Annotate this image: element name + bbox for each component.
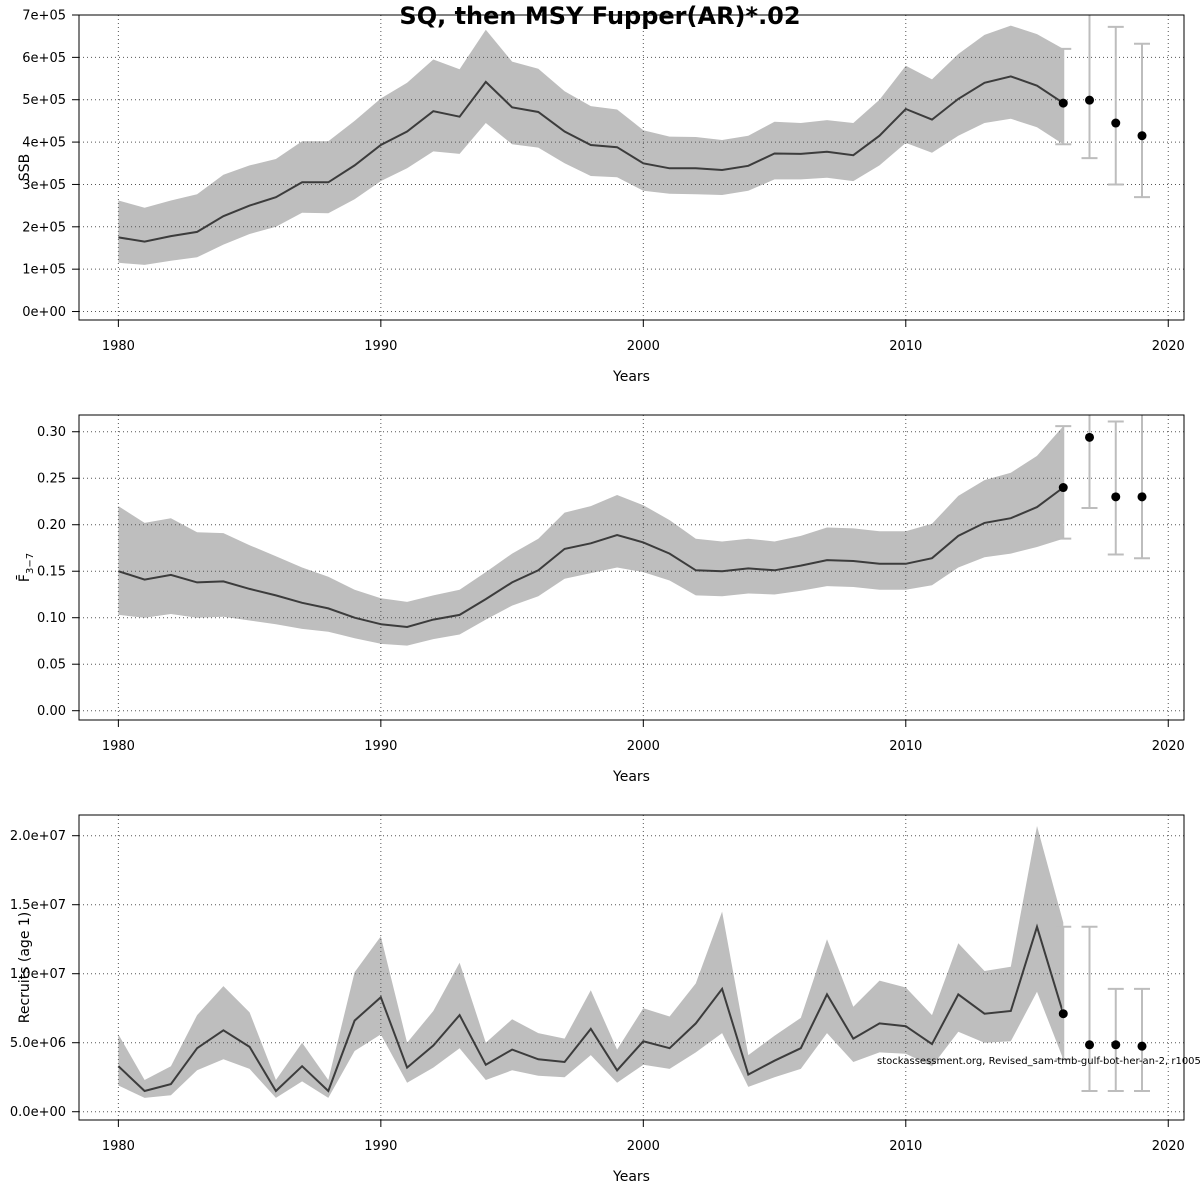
y-tick-label: 2e+05	[22, 220, 66, 235]
x-tick-label: 2010	[889, 1139, 922, 1154]
y-tick-label: 2.0e+07	[10, 829, 66, 844]
ssb-forecast-point	[1058, 98, 1068, 108]
recruits-forecast-point	[1058, 1009, 1068, 1019]
y-tick-label: 5.0e+06	[10, 1036, 66, 1051]
y-axis-label-subscript: 3−7	[25, 553, 36, 574]
x-tick-label: 1980	[102, 1139, 135, 1154]
y-tick-label: 0.10	[37, 611, 66, 626]
recruits-estimate-line	[117, 923, 1065, 1093]
x-tick-label: 1990	[364, 339, 397, 354]
x-tick-label: 2020	[1152, 739, 1185, 754]
x-axis-label: Years	[612, 1169, 650, 1185]
x-tick-label: 2000	[627, 1139, 660, 1154]
fbar-forecast-point	[1111, 492, 1121, 502]
y-tick-label: 1.5e+07	[10, 898, 66, 913]
ssb-plot-frame	[78, 14, 1185, 321]
y-tick-label: 0.25	[37, 472, 66, 487]
recruits-forecast-point	[1137, 1041, 1147, 1051]
recruits-forecast-point	[1111, 1040, 1121, 1050]
x-tick-label: 1990	[364, 1139, 397, 1154]
fbar-forecast-point	[1058, 483, 1068, 493]
x-tick-label: 2010	[889, 739, 922, 754]
fbar-forecast-point	[1085, 432, 1095, 442]
y-tick-label: 0.05	[37, 658, 66, 673]
y-tick-label: 5e+05	[22, 93, 66, 108]
y-tick-label: 0.15	[37, 565, 66, 580]
x-axis-label: Years	[612, 369, 650, 385]
fbar-confidence-band	[118, 426, 1064, 646]
x-tick-label: 2000	[627, 339, 660, 354]
x-tick-label: 2010	[889, 339, 922, 354]
fbar-estimate-line	[118, 486, 1064, 629]
y-tick-label: 6e+05	[22, 51, 66, 66]
ssb-forecast-point	[1111, 118, 1121, 128]
chart-title: SQ, then MSY Fupper(AR)*.02	[399, 2, 800, 30]
recruits-plot-frame	[78, 814, 1185, 1121]
ssb-forecast-point	[1085, 95, 1095, 105]
y-tick-label: 1.0e+07	[10, 967, 66, 982]
y-tick-label: 0e+00	[22, 305, 66, 320]
x-tick-label: 2020	[1152, 1139, 1185, 1154]
footnote: stockassessment.org, Revised_sam-tmb-gul…	[877, 1056, 1200, 1067]
panel-fbar: 1980 1990 2000 2010 2020 0.00 0.05 0.10 0.15 0.20…	[15, 414, 1185, 785]
y-axis-label: F̄3−7	[15, 553, 36, 582]
y-tick-label: 0.00	[37, 704, 66, 719]
y-tick-label: 0.0e+00	[10, 1105, 66, 1120]
y-tick-label: 1e+05	[22, 263, 66, 278]
panel-ssb: 1980 1990 2000 2010 2020 0e+00 1e+05 2e+05 3e+05…	[17, 9, 1185, 386]
y-axis-label: SSB	[17, 154, 33, 181]
x-tick-label: 1980	[102, 339, 135, 354]
y-tick-label: 3e+05	[22, 178, 66, 193]
fbar-forecast-point	[1137, 492, 1147, 502]
y-tick-label: 7e+05	[22, 9, 66, 24]
recruits-confidence-band	[118, 826, 1064, 1098]
y-tick-label: 0.30	[37, 425, 66, 440]
x-tick-label: 1990	[364, 739, 397, 754]
ssb-estimate-line	[118, 75, 1064, 243]
panel-recruits: 1980 1990 2000 2010 2020 0.0e+00 5.0e+06 1.0e+0…	[10, 814, 1185, 1185]
ssb-forecast-point	[1137, 131, 1147, 141]
x-tick-label: 2020	[1152, 339, 1185, 354]
y-tick-label: 4e+05	[22, 136, 66, 151]
x-tick-label: 1980	[102, 739, 135, 754]
fbar-plot-frame	[78, 414, 1185, 721]
x-axis-label: Years	[612, 769, 650, 785]
recruits-forecast-point	[1085, 1040, 1095, 1050]
y-tick-label: 0.20	[37, 518, 66, 533]
y-axis-label: Recruits (age 1)	[17, 912, 33, 1024]
x-tick-label: 2000	[627, 739, 660, 754]
